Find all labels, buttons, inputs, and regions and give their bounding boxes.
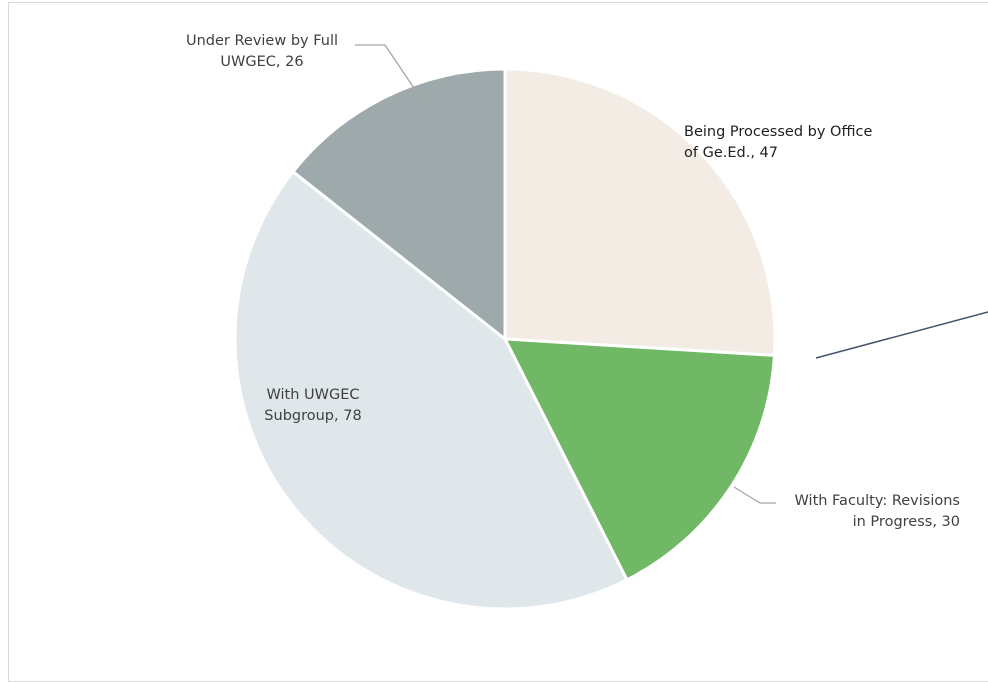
leader-line-faculty [733, 486, 776, 504]
slice-label-subgroup: With UWGEC Subgroup, 78 [264, 387, 362, 424]
slice-label-office: Being Processed by Office of Ge.Ed., 47 [684, 124, 873, 161]
slice-label-faculty: With Faculty: Revisions in Progress, 30 [794, 493, 960, 530]
slice-office [503, 67, 777, 357]
slice-faculty [502, 337, 777, 582]
leader-line-full-review [355, 44, 421, 98]
slice-label-full-review: Under Review by Full UWGEC, 26 [185, 33, 339, 70]
slice-full-review [290, 67, 507, 343]
annotation-arrow-line [815, 311, 988, 359]
slice-subgroup [233, 169, 629, 611]
